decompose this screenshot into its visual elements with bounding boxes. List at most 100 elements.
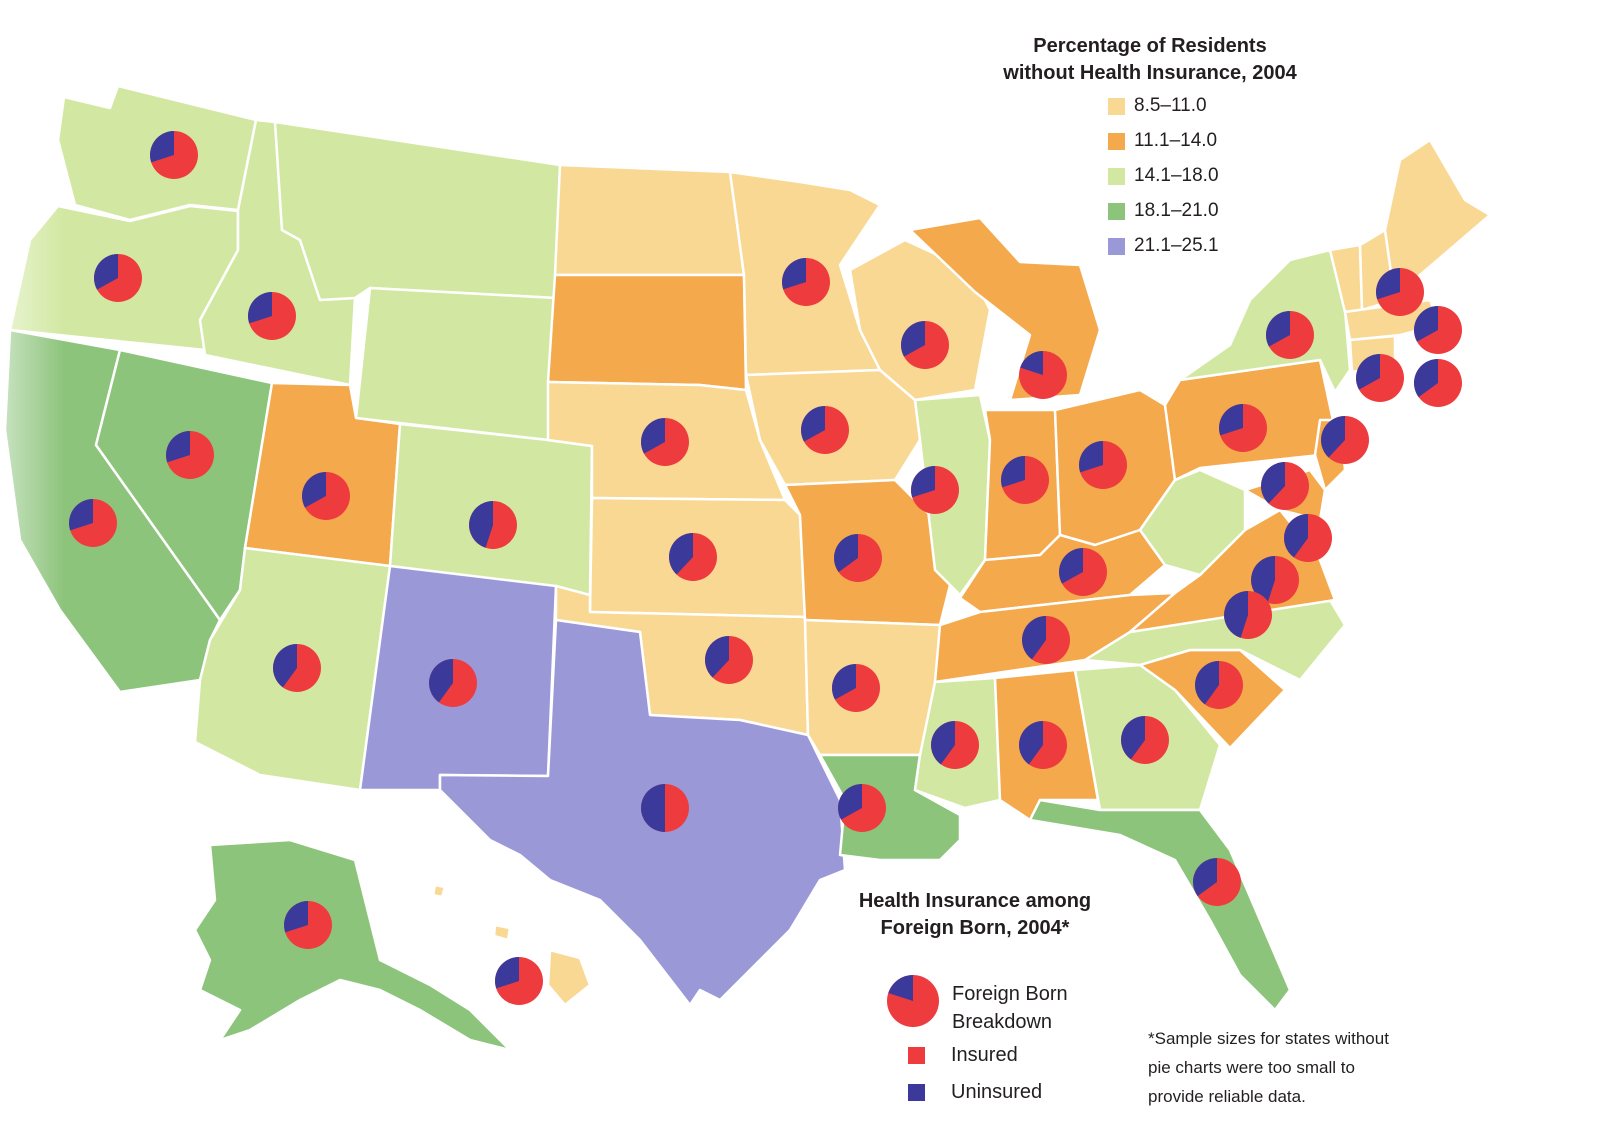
foreign-born-pie xyxy=(1022,616,1070,664)
pie-slice-uninsured xyxy=(1195,661,1219,705)
foreign-born-pie xyxy=(1019,721,1067,769)
legend-item: 18.1–21.0 xyxy=(1108,197,1219,225)
foreign-born-pie xyxy=(1224,591,1272,639)
pie-slice-uninsured xyxy=(1224,591,1248,638)
pie-slice-uninsured xyxy=(1020,351,1043,375)
pie-slice-uninsured xyxy=(1266,311,1290,347)
legend-swatch xyxy=(1108,97,1125,115)
pie-slice-uninsured xyxy=(69,499,93,531)
legend-swatch xyxy=(1108,202,1125,220)
pie-slice-uninsured xyxy=(94,254,118,290)
foreign-born-pie xyxy=(273,644,321,692)
foreign-born-pie xyxy=(1019,351,1067,399)
pie-slice-uninsured xyxy=(469,501,493,548)
pie-slice-uninsured xyxy=(273,644,297,688)
foreign-born-pie xyxy=(1376,268,1424,316)
foreign-born-pie xyxy=(641,418,689,466)
legend-item: 21.1–25.1 xyxy=(1108,232,1219,260)
legend-item: 11.1–14.0 xyxy=(1108,127,1217,155)
insured-swatch xyxy=(908,1046,925,1064)
foreign-born-pie xyxy=(1195,661,1243,709)
pie-slice-uninsured xyxy=(495,957,519,989)
pie-slice-uninsured xyxy=(1219,404,1243,436)
pie-slice-uninsured xyxy=(1121,716,1145,760)
pie-slice-uninsured xyxy=(838,784,862,820)
pie-slice-uninsured xyxy=(1376,268,1400,300)
pie-slice-uninsured xyxy=(1356,354,1380,390)
state-hawaii-islet xyxy=(492,923,512,942)
foreign-born-pie xyxy=(69,499,117,547)
pie-slice-uninsured xyxy=(834,534,858,573)
pie-slice-uninsured xyxy=(166,431,190,463)
legend-label: 11.1–14.0 xyxy=(1134,130,1218,151)
foreign-born-pie xyxy=(705,636,753,684)
foreign-born-pie xyxy=(1284,514,1332,562)
foreign-born-pie xyxy=(931,721,979,769)
foreign-born-pie xyxy=(1079,441,1127,489)
legend-label: 14.1–18.0 xyxy=(1134,165,1219,186)
legend-title-line: Health Insurance among xyxy=(858,890,1092,912)
legend-item: 14.1–18.0 xyxy=(1108,162,1219,190)
pie-slice-uninsured xyxy=(1079,441,1103,473)
foreign-born-pie xyxy=(302,472,350,520)
foreign-born-pie xyxy=(669,533,717,581)
foreign-born-pie xyxy=(1059,548,1107,596)
foreign-born-pie xyxy=(832,664,880,712)
foreign-born-pie xyxy=(838,784,886,832)
foreign-born-pie xyxy=(166,431,214,479)
foreign-born-pie xyxy=(1121,716,1169,764)
footnote-line: pie charts were too small to xyxy=(1148,1058,1355,1077)
pie-slice-uninsured xyxy=(705,636,729,678)
pie-slice-uninsured xyxy=(832,664,856,700)
uninsured-swatch xyxy=(908,1083,925,1101)
foreign-born-pie xyxy=(469,501,517,549)
foreign-born-pie xyxy=(641,784,689,832)
foreign-born-pie xyxy=(911,466,959,514)
legend-item-insured: Insured xyxy=(908,1041,1018,1069)
foreign-born-pie xyxy=(901,321,949,369)
pie-slice-uninsured xyxy=(1251,556,1275,603)
pie-legend-label-line: Breakdown xyxy=(952,1011,1053,1033)
foreign-born-pie xyxy=(495,957,543,1005)
legend-title-line: without Health Insurance, 2004 xyxy=(1003,62,1297,84)
legend-item-uninsured: Uninsured xyxy=(908,1078,1042,1106)
legend-label: 8.5–11.0 xyxy=(1134,95,1207,116)
foreign-born-pie xyxy=(1414,306,1462,354)
foreign-born-pie xyxy=(782,258,830,306)
legend-label: 18.1–21.0 xyxy=(1134,200,1219,221)
pie-slice-uninsured xyxy=(1193,858,1217,897)
pie-slice-uninsured xyxy=(302,472,326,508)
pie-slice-uninsured xyxy=(284,901,308,933)
state-montana xyxy=(273,120,562,302)
foreign-born-pie xyxy=(834,534,882,582)
legend-swatch xyxy=(1108,167,1125,185)
pie-slice-uninsured xyxy=(1321,416,1345,458)
pie-slice-uninsured xyxy=(248,292,272,324)
foreign-born-pie xyxy=(1261,462,1309,510)
pie-slice-uninsured xyxy=(641,418,665,454)
pie-slice-uninsured xyxy=(911,466,935,498)
state-alaska xyxy=(193,838,512,1052)
foreign-born-pie xyxy=(1414,359,1462,407)
foreign-born-pie xyxy=(1251,556,1299,604)
state-hawaii-islet xyxy=(431,883,447,899)
pie-slice-uninsured xyxy=(641,784,665,832)
pie-slice-uninsured xyxy=(931,721,955,765)
legend-title-line: Foreign Born, 2004* xyxy=(880,917,1070,939)
pie-slice-uninsured xyxy=(1284,514,1308,558)
legend-swatch xyxy=(1108,132,1125,150)
insured-label: Insured xyxy=(951,1044,1018,1066)
foreign-born-pie xyxy=(429,659,477,707)
legend-label: 21.1–25.1 xyxy=(1134,235,1219,256)
foreign-born-pie xyxy=(150,131,198,179)
pie-slice-uninsured xyxy=(429,659,453,703)
footnote-line: *Sample sizes for states without xyxy=(1148,1029,1389,1048)
pie-slice-uninsured xyxy=(1001,456,1025,488)
foreign-born-pie xyxy=(1356,354,1404,402)
state-hawaii xyxy=(546,948,592,1007)
legend-title-line: Percentage of Residents xyxy=(1033,35,1267,57)
pie-legend-sample-icon xyxy=(887,975,939,1027)
state-north-dakota xyxy=(553,163,746,277)
foreign-born-pie xyxy=(248,292,296,340)
